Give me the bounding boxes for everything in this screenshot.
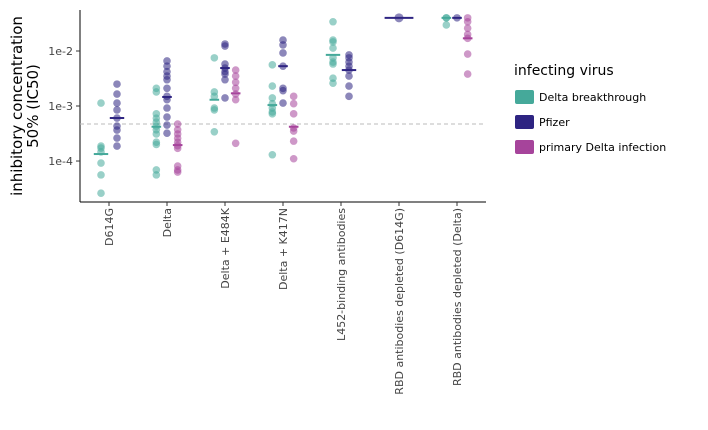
point [210,92,219,101]
legend-swatch [515,140,534,154]
point [289,99,298,108]
point [113,134,121,142]
point [268,82,277,90]
point [113,90,121,98]
legend-label: Pfizer [539,116,570,129]
legend-swatch [515,90,534,104]
point [152,140,161,149]
y-tick-label: 1e-4 [48,155,73,168]
point [163,75,171,84]
legend-label: Delta breakthrough [539,91,646,104]
point [173,120,182,128]
y-tick-label: 1e-3 [48,100,73,113]
point [329,17,337,26]
x-tick-label: D614G [103,208,116,246]
point [97,159,105,167]
point [279,49,287,57]
legend-label: primary Delta infection [539,141,666,154]
point [163,121,171,129]
point [289,92,298,101]
point [173,168,182,176]
legend-swatch [515,115,534,129]
y-tick-label: 1e-2 [48,45,73,58]
x-tick-label: RBD antibodies depleted (Delta) [451,208,464,386]
point [97,171,105,179]
point [221,94,229,102]
point [463,17,472,26]
x-tick-label: RBD antibodies depleted (D614G) [393,208,406,395]
point [268,150,277,159]
point [279,41,287,49]
point [231,78,240,87]
point [231,95,240,104]
point [463,50,472,58]
point [210,106,219,114]
point [329,38,337,46]
point [345,92,353,101]
point [163,84,171,93]
point [152,171,161,179]
point [345,72,353,80]
point [268,61,277,69]
y-axis-label: 50% (IC50) [24,64,42,148]
point [329,44,337,52]
point [329,60,337,68]
point [463,24,472,32]
point [345,82,353,90]
point [221,42,229,50]
point [152,130,161,138]
point [279,99,287,107]
point [163,113,171,121]
point [231,139,240,148]
point [231,84,240,93]
point [210,127,219,136]
y-axis-label: inhibitory concentration [8,16,26,196]
x-tick-label: Delta [161,208,174,237]
point [163,129,171,138]
point [289,137,298,145]
x-tick-label: Delta + E484K [219,207,232,289]
point [279,86,287,95]
point [113,126,121,134]
point [463,70,472,78]
x-tick-label: L452-binding antibodies [335,208,348,341]
point [113,142,121,150]
point [97,99,105,107]
point [231,66,240,74]
point [210,54,219,62]
point [289,154,298,163]
point [329,79,337,87]
point [231,72,240,80]
point [113,80,121,88]
point [152,88,161,96]
point [221,70,229,78]
point [221,75,229,84]
x-tick-label: Delta + K417N [277,208,290,290]
point [289,110,298,118]
point [163,62,171,70]
point [113,99,121,107]
point [163,104,171,112]
legend-title: infecting virus [514,63,614,79]
point [173,144,182,153]
point [163,57,171,65]
point [268,110,277,118]
point [97,189,105,198]
point [268,94,277,102]
point [113,106,121,114]
point [442,21,451,29]
point [289,127,298,135]
